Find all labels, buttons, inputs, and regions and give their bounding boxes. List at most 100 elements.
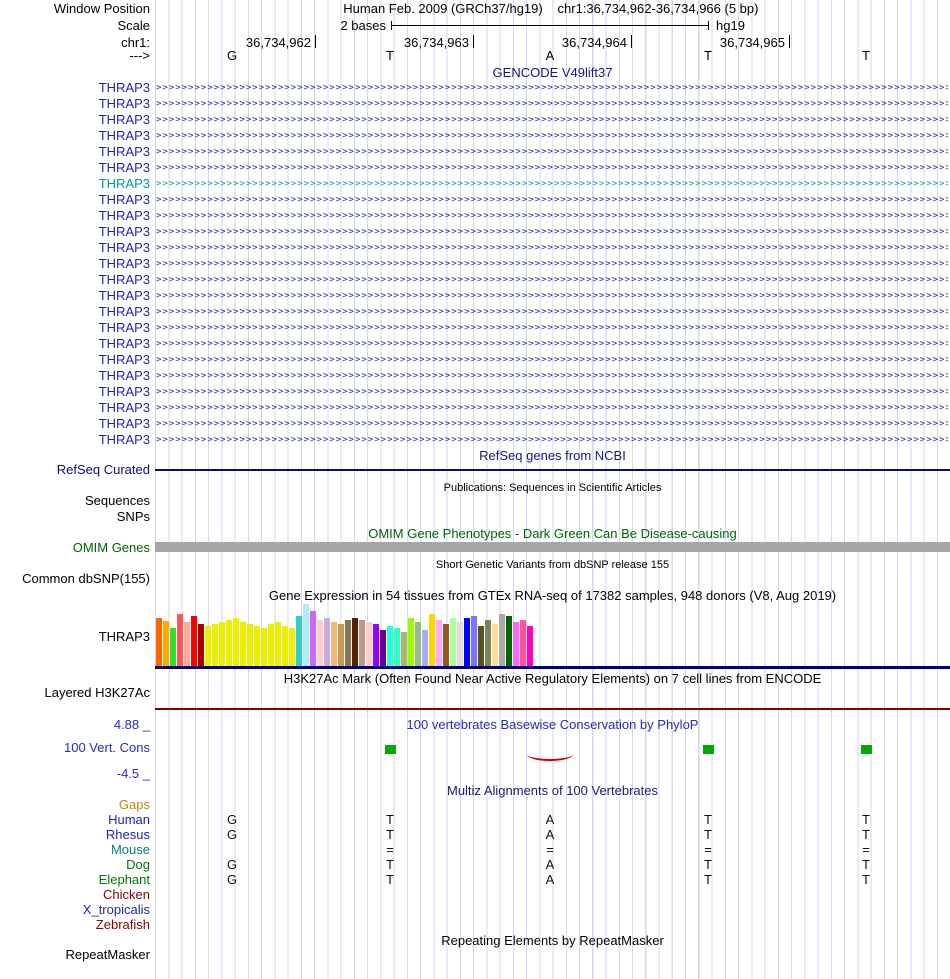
multiz-base[interactable]: T <box>386 857 394 872</box>
gtex-bar[interactable] <box>254 626 260 666</box>
multiz-base[interactable]: G <box>226 872 238 887</box>
multiz-base[interactable]: G <box>226 812 238 827</box>
phylop-positive-bar[interactable] <box>703 745 714 754</box>
multiz-base[interactable]: T <box>386 872 394 887</box>
gene-row-arrows[interactable]: >>>>>>>>>>>>>>>>>>>>>>>>>>>>>>>>>>>>>>>>… <box>156 115 948 125</box>
gene-row-arrows[interactable]: >>>>>>>>>>>>>>>>>>>>>>>>>>>>>>>>>>>>>>>>… <box>156 195 948 205</box>
multiz-base[interactable]: T <box>862 872 870 887</box>
phylop-positive-bar[interactable] <box>385 745 396 754</box>
h3k27ac-line[interactable] <box>155 708 950 710</box>
gtex-bar[interactable] <box>443 624 449 666</box>
gtex-bar[interactable] <box>338 624 344 666</box>
gtex-bar[interactable] <box>261 628 267 666</box>
gene-row-arrows[interactable]: >>>>>>>>>>>>>>>>>>>>>>>>>>>>>>>>>>>>>>>>… <box>156 291 948 301</box>
gtex-bar[interactable] <box>492 624 498 666</box>
multiz-base[interactable]: A <box>545 812 555 827</box>
gtex-bar[interactable] <box>415 622 421 666</box>
gtex-bar[interactable] <box>303 604 309 666</box>
gene-row-arrows[interactable]: >>>>>>>>>>>>>>>>>>>>>>>>>>>>>>>>>>>>>>>>… <box>156 371 948 381</box>
gene-row-arrows[interactable]: >>>>>>>>>>>>>>>>>>>>>>>>>>>>>>>>>>>>>>>>… <box>156 435 948 445</box>
gtex-bar[interactable] <box>352 618 358 666</box>
gtex-bar[interactable] <box>457 622 463 666</box>
multiz-base[interactable]: = <box>704 842 712 857</box>
multiz-base[interactable]: = <box>546 842 554 857</box>
gtex-bar[interactable] <box>373 624 379 666</box>
gtex-bar[interactable] <box>247 624 253 666</box>
gtex-bar[interactable] <box>170 628 176 666</box>
gene-row-arrows[interactable]: >>>>>>>>>>>>>>>>>>>>>>>>>>>>>>>>>>>>>>>>… <box>156 387 948 397</box>
gene-row-arrows[interactable]: >>>>>>>>>>>>>>>>>>>>>>>>>>>>>>>>>>>>>>>>… <box>156 403 948 413</box>
gtex-bar[interactable] <box>450 618 456 666</box>
gtex-bar[interactable] <box>310 611 316 666</box>
multiz-base[interactable]: T <box>704 812 712 827</box>
gtex-bar[interactable] <box>156 618 162 666</box>
gtex-bar[interactable] <box>219 622 225 666</box>
gtex-bar[interactable] <box>212 624 218 666</box>
gtex-bar[interactable] <box>324 618 330 666</box>
gtex-bar[interactable] <box>205 626 211 666</box>
gtex-bar[interactable] <box>513 622 519 666</box>
gtex-bar[interactable] <box>499 614 505 666</box>
gtex-bar[interactable] <box>401 632 407 666</box>
multiz-base[interactable]: G <box>226 827 238 842</box>
gene-row-arrows[interactable]: >>>>>>>>>>>>>>>>>>>>>>>>>>>>>>>>>>>>>>>>… <box>156 243 948 253</box>
multiz-base[interactable]: = <box>862 842 870 857</box>
gene-row-arrows[interactable]: >>>>>>>>>>>>>>>>>>>>>>>>>>>>>>>>>>>>>>>>… <box>156 307 948 317</box>
gtex-bar[interactable] <box>366 622 372 666</box>
gtex-bar[interactable] <box>163 621 169 666</box>
gtex-bar[interactable] <box>422 630 428 666</box>
gtex-bar[interactable] <box>226 620 232 666</box>
gtex-bar[interactable] <box>478 626 484 666</box>
gtex-bar[interactable] <box>233 618 239 666</box>
gtex-bar[interactable] <box>436 620 442 666</box>
gtex-bar[interactable] <box>485 620 491 666</box>
phylop-negative-dip[interactable] <box>527 748 573 761</box>
gtex-bar[interactable] <box>198 624 204 666</box>
gtex-bar[interactable] <box>506 616 512 666</box>
multiz-base[interactable]: = <box>386 842 394 857</box>
gtex-bar[interactable] <box>471 616 477 666</box>
multiz-base[interactable]: T <box>704 827 712 842</box>
gene-row-arrows[interactable]: >>>>>>>>>>>>>>>>>>>>>>>>>>>>>>>>>>>>>>>>… <box>156 227 948 237</box>
multiz-base[interactable]: T <box>386 812 394 827</box>
gene-row-arrows[interactable]: >>>>>>>>>>>>>>>>>>>>>>>>>>>>>>>>>>>>>>>>… <box>156 275 948 285</box>
gtex-bar[interactable] <box>429 614 435 666</box>
refseq-curated-line[interactable] <box>155 469 950 471</box>
gene-row-arrows[interactable]: >>>>>>>>>>>>>>>>>>>>>>>>>>>>>>>>>>>>>>>>… <box>156 131 948 141</box>
gene-row-arrows[interactable]: >>>>>>>>>>>>>>>>>>>>>>>>>>>>>>>>>>>>>>>>… <box>156 179 948 189</box>
gene-row-arrows[interactable]: >>>>>>>>>>>>>>>>>>>>>>>>>>>>>>>>>>>>>>>>… <box>156 419 948 429</box>
gtex-bar[interactable] <box>394 628 400 666</box>
multiz-base[interactable]: A <box>545 872 555 887</box>
gtex-bar[interactable] <box>240 622 246 666</box>
gtex-bar[interactable] <box>177 614 183 666</box>
gtex-bar[interactable] <box>275 622 281 666</box>
gtex-bar[interactable] <box>289 628 295 666</box>
gene-row-arrows[interactable]: >>>>>>>>>>>>>>>>>>>>>>>>>>>>>>>>>>>>>>>>… <box>156 99 948 109</box>
gtex-bar[interactable] <box>359 620 365 666</box>
gene-row-arrows[interactable]: >>>>>>>>>>>>>>>>>>>>>>>>>>>>>>>>>>>>>>>>… <box>156 323 948 333</box>
multiz-base[interactable]: T <box>862 857 870 872</box>
gene-row-arrows[interactable]: >>>>>>>>>>>>>>>>>>>>>>>>>>>>>>>>>>>>>>>>… <box>156 163 948 173</box>
gtex-bar[interactable] <box>184 622 190 666</box>
gtex-bar[interactable] <box>408 618 414 666</box>
phylop-positive-bar[interactable] <box>861 745 872 754</box>
gene-row-arrows[interactable]: >>>>>>>>>>>>>>>>>>>>>>>>>>>>>>>>>>>>>>>>… <box>156 339 948 349</box>
gtex-bar[interactable] <box>520 620 526 666</box>
multiz-base[interactable]: T <box>704 872 712 887</box>
gtex-bar[interactable] <box>296 616 302 666</box>
multiz-base[interactable]: A <box>545 857 555 872</box>
multiz-base[interactable]: T <box>862 812 870 827</box>
multiz-base[interactable]: T <box>386 827 394 842</box>
gene-row-arrows[interactable]: >>>>>>>>>>>>>>>>>>>>>>>>>>>>>>>>>>>>>>>>… <box>156 147 948 157</box>
multiz-base[interactable]: T <box>862 827 870 842</box>
gene-row-arrows[interactable]: >>>>>>>>>>>>>>>>>>>>>>>>>>>>>>>>>>>>>>>>… <box>156 83 948 93</box>
gtex-bar[interactable] <box>387 626 393 666</box>
multiz-base[interactable]: T <box>704 857 712 872</box>
gtex-bar[interactable] <box>464 618 470 666</box>
gtex-bar[interactable] <box>191 616 197 666</box>
multiz-base[interactable]: A <box>545 827 555 842</box>
omim-genes-bar[interactable] <box>155 542 950 552</box>
gtex-bar[interactable] <box>268 624 274 666</box>
gtex-bar[interactable] <box>345 620 351 666</box>
gtex-bar[interactable] <box>317 620 323 666</box>
